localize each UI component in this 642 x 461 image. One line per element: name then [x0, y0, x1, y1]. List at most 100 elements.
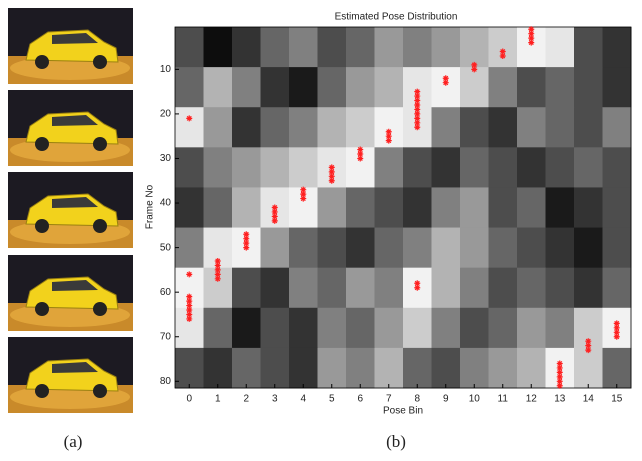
pose-marker: [214, 262, 221, 269]
heatmap-cell: [517, 227, 546, 269]
heatmap-cell: [431, 67, 461, 108]
pose-marker: [214, 257, 221, 264]
heatmap-cell: [488, 227, 518, 269]
pose-marker: [186, 315, 193, 322]
heatmap-cell: [175, 67, 204, 108]
x-tick-label: 4: [300, 394, 306, 405]
x-tick-label: 7: [386, 394, 392, 405]
heatmap-cell: [488, 67, 518, 108]
heatmap-cell: [260, 347, 290, 389]
heatmap-cell: [317, 227, 347, 269]
heatmap-cell: [203, 307, 233, 349]
heatmap-cell: [602, 267, 632, 309]
pose-marker: [186, 298, 193, 305]
heatmap-cell: [346, 347, 375, 389]
heatmap-cell: [260, 107, 290, 148]
x-tick-label: 11: [498, 394, 509, 405]
heatmap-cell: [317, 67, 347, 108]
heatmap-cell: [203, 27, 233, 68]
y-tick-label: 60: [160, 287, 172, 298]
heatmap-cell: [517, 307, 546, 349]
heatmap-cell: [460, 347, 489, 389]
heatmap-cell: [346, 227, 375, 269]
heatmap-cell: [431, 347, 461, 389]
heatmap-cell: [517, 67, 546, 108]
heatmap-cell: [403, 347, 432, 389]
heatmap-cell: [488, 307, 518, 349]
heatmap-cell: [460, 147, 489, 188]
heatmap-cell: [602, 227, 632, 269]
pose-marker: [613, 324, 620, 331]
heatmap-cell: [545, 307, 575, 349]
heatmap-cell: [403, 307, 432, 349]
heatmap-cell: [460, 27, 489, 68]
heatmap-cell: [460, 307, 489, 349]
heatmap-cell: [517, 347, 546, 389]
x-tick-label: 5: [329, 394, 335, 405]
heatmap-cell: [260, 67, 290, 108]
pose-marker: [357, 155, 364, 162]
heatmap-cell: [317, 27, 347, 68]
photo-panel: [7, 7, 134, 414]
pose-marker: [414, 93, 421, 100]
heatmap-cell: [232, 307, 261, 349]
pose-marker: [585, 338, 592, 345]
heatmap-cell: [289, 307, 318, 349]
heatmap-cell: [602, 347, 632, 389]
heatmap-cell: [203, 187, 233, 229]
x-tick-label: 12: [526, 394, 538, 405]
heatmap-cell: [374, 227, 404, 269]
heatmap-cell: [460, 227, 489, 269]
heatmap-cell: [431, 107, 461, 148]
pose-marker: [186, 115, 193, 122]
heatmap-cell: [574, 347, 603, 389]
heatmap-cell: [431, 187, 461, 229]
pose-marker: [271, 208, 278, 215]
heatmap-cell: [175, 147, 204, 188]
heatmap-cell: [460, 67, 489, 108]
panel-label: (a): [64, 432, 83, 451]
pose-marker: [528, 39, 535, 46]
heatmap-cell: [203, 67, 233, 108]
pose-marker: [414, 106, 421, 113]
heatmap-cell: [374, 187, 404, 229]
heatmap-cell: [346, 27, 375, 68]
y-tick-label: 70: [160, 331, 172, 342]
pose-marker: [186, 311, 193, 318]
x-tick-label: 2: [243, 394, 249, 405]
heatmap-cell: [431, 267, 461, 309]
y-axis-label: Frame No: [145, 184, 156, 229]
pose-marker: [271, 213, 278, 220]
pose-marker: [186, 307, 193, 314]
heatmap-cell: [574, 107, 603, 148]
heatmap-cell: [317, 107, 347, 148]
pose-marker: [385, 133, 392, 140]
heatmap-cell: [602, 187, 632, 229]
heatmap-cell: [545, 187, 575, 229]
x-tick-label: 13: [554, 394, 566, 405]
heatmap-cell: [346, 187, 375, 229]
pose-marker: [471, 66, 478, 73]
x-tick-label: 9: [443, 394, 449, 405]
pose-marker: [385, 128, 392, 135]
heatmap-cell: [545, 67, 575, 108]
x-axis-label: Pose Bin: [383, 406, 423, 417]
heatmap-cell: [545, 147, 575, 188]
panel-label: (b): [386, 432, 406, 451]
pose-marker: [214, 266, 221, 273]
pose-marker: [328, 168, 335, 175]
heatmap-cell: [260, 27, 290, 68]
heatmap-cell: [175, 107, 204, 148]
pose-marker: [585, 347, 592, 354]
heatmap-cell: [175, 187, 204, 229]
pose-marker: [414, 280, 421, 287]
pose-marker: [528, 26, 535, 33]
x-tick-label: 0: [186, 394, 192, 405]
pose-marker: [613, 329, 620, 336]
pose-marker: [556, 364, 563, 371]
pose-marker: [556, 360, 563, 367]
photo: [7, 254, 134, 332]
pose-marker: [243, 244, 250, 251]
heatmap-cell: [545, 227, 575, 269]
x-tick-label: 15: [611, 394, 623, 405]
